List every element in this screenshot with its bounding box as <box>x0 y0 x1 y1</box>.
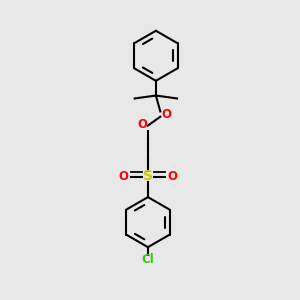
Text: Cl: Cl <box>142 253 154 266</box>
Text: O: O <box>162 108 172 121</box>
Text: S: S <box>143 169 153 184</box>
Text: O: O <box>118 170 128 183</box>
Text: O: O <box>138 118 148 131</box>
Text: O: O <box>167 170 177 183</box>
